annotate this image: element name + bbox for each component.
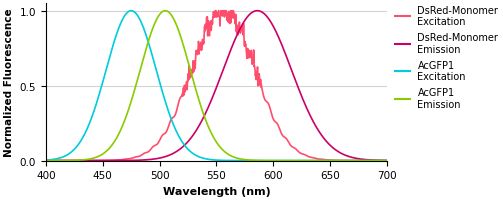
X-axis label: Wavelength (nm): Wavelength (nm)	[162, 186, 270, 196]
Legend: DsRed-Monomer
Excitation, DsRed-Monomer
Emission, AcGFP1
Excitation, AcGFP1
Emis: DsRed-Monomer Excitation, DsRed-Monomer …	[395, 6, 498, 109]
Y-axis label: Normalized Fluorescence: Normalized Fluorescence	[4, 9, 14, 156]
